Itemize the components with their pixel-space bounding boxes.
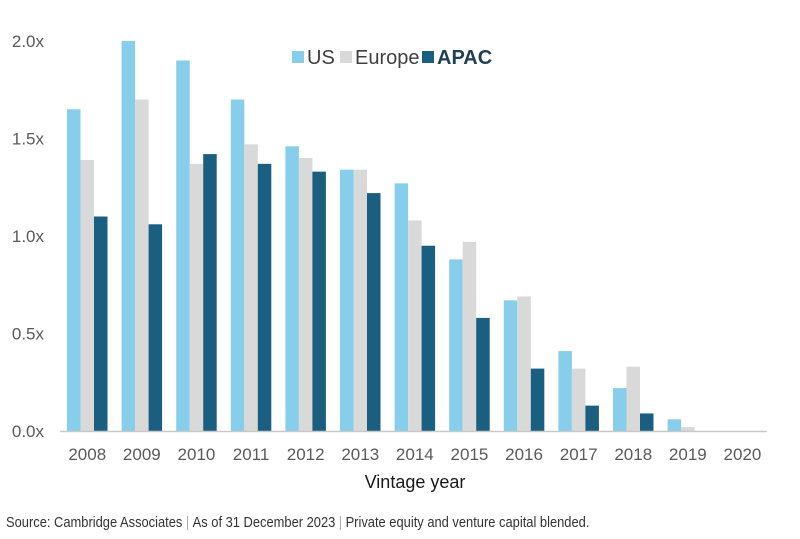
x-tick-label: 2013 bbox=[341, 445, 379, 464]
x-tick-label: 2014 bbox=[396, 445, 434, 464]
x-axis-ticks: 2008 2009 2010 2011 2012 2013 2014 2015 2016 2017… bbox=[68, 445, 761, 464]
x-tick-label: 2017 bbox=[560, 445, 598, 464]
y-tick-label: 1.0x bbox=[12, 227, 45, 246]
bar-apac-2008 bbox=[94, 216, 108, 431]
bar-us-2017 bbox=[558, 351, 572, 431]
y-tick-label: 1.5x bbox=[12, 130, 45, 149]
bar-europe-2014 bbox=[408, 220, 422, 431]
bar-europe-2013 bbox=[353, 169, 367, 431]
x-tick-label: 2015 bbox=[451, 445, 489, 464]
bar-europe-2009 bbox=[135, 99, 149, 431]
bar-us-2016 bbox=[503, 300, 518, 431]
bar-europe-2018 bbox=[626, 366, 640, 431]
bar-apac-2010 bbox=[203, 154, 217, 431]
bar-chart: 0.0x 0.5x 1.0x 1.5x 2.0x 2008 2009 2010 2011 201… bbox=[12, 32, 767, 492]
x-axis-label: Vintage year bbox=[365, 472, 466, 492]
bar-us-2015 bbox=[449, 259, 463, 431]
y-tick-label: 0.5x bbox=[12, 325, 45, 344]
x-tick-label: 2016 bbox=[505, 445, 543, 464]
y-tick-label: 0.0x bbox=[12, 422, 45, 441]
footer-source: Source: Cambridge Associates bbox=[6, 514, 183, 531]
bar-us-2014 bbox=[394, 183, 409, 431]
bar-us-2013 bbox=[340, 169, 354, 431]
bar-us-2011 bbox=[230, 99, 245, 431]
bar-europe-2008 bbox=[80, 159, 94, 431]
bar-apac-2013 bbox=[367, 193, 381, 431]
x-tick-label: 2008 bbox=[68, 445, 106, 464]
bar-europe-2011 bbox=[244, 144, 258, 431]
bar-apac-2017 bbox=[585, 405, 599, 431]
x-tick-label: 2018 bbox=[614, 445, 652, 464]
bar-us-2008 bbox=[67, 109, 81, 431]
x-tick-label: 2012 bbox=[287, 445, 325, 464]
footer-separator: | bbox=[185, 514, 190, 531]
legend-label-us: US bbox=[307, 47, 335, 69]
bar-europe-2012 bbox=[298, 158, 313, 431]
x-tick-label: 2010 bbox=[178, 445, 216, 464]
x-tick-label: 2019 bbox=[669, 445, 707, 464]
legend: US Europe APAC bbox=[292, 47, 492, 69]
y-axis-ticks: 0.0x 0.5x 1.0x 1.5x 2.0x bbox=[12, 32, 45, 441]
y-tick-label: 2.0x bbox=[12, 32, 45, 51]
bar-apac-2009 bbox=[148, 224, 163, 431]
bar-us-2012 bbox=[285, 146, 299, 432]
bar-us-2010 bbox=[176, 60, 190, 431]
bars-group bbox=[67, 41, 695, 432]
footer-date: As of 31 December 2023 bbox=[192, 514, 336, 531]
legend-label-apac: APAC bbox=[437, 47, 492, 69]
x-tick-label: 2009 bbox=[123, 445, 161, 464]
bar-europe-2017 bbox=[571, 368, 586, 431]
bar-apac-2011 bbox=[257, 163, 272, 431]
bar-apac-2018 bbox=[640, 413, 654, 431]
bar-apac-2012 bbox=[312, 171, 326, 431]
x-tick-label: 2020 bbox=[724, 445, 762, 464]
bar-apac-2014 bbox=[421, 245, 436, 431]
bar-europe-2015 bbox=[462, 241, 477, 431]
bar-apac-2016 bbox=[530, 368, 545, 431]
bar-us-2009 bbox=[121, 41, 136, 431]
legend-label-europe: Europe bbox=[355, 47, 420, 69]
footer-separator: | bbox=[338, 514, 343, 531]
footer-note: Private equity and venture capital blend… bbox=[345, 514, 590, 531]
bar-europe-2010 bbox=[189, 163, 204, 431]
x-tick-label: 2011 bbox=[233, 445, 270, 464]
bar-us-2018 bbox=[613, 388, 627, 431]
legend-swatch-apac bbox=[422, 51, 434, 63]
bar-us-2019 bbox=[667, 419, 682, 431]
legend-swatch-us bbox=[292, 51, 304, 63]
bar-europe-2019 bbox=[681, 427, 695, 431]
bar-apac-2015 bbox=[476, 317, 490, 431]
source-footer: Source: Cambridge Associates | As of 31 De… bbox=[6, 514, 589, 531]
bar-europe-2016 bbox=[517, 296, 531, 431]
legend-swatch-europe bbox=[340, 51, 352, 63]
